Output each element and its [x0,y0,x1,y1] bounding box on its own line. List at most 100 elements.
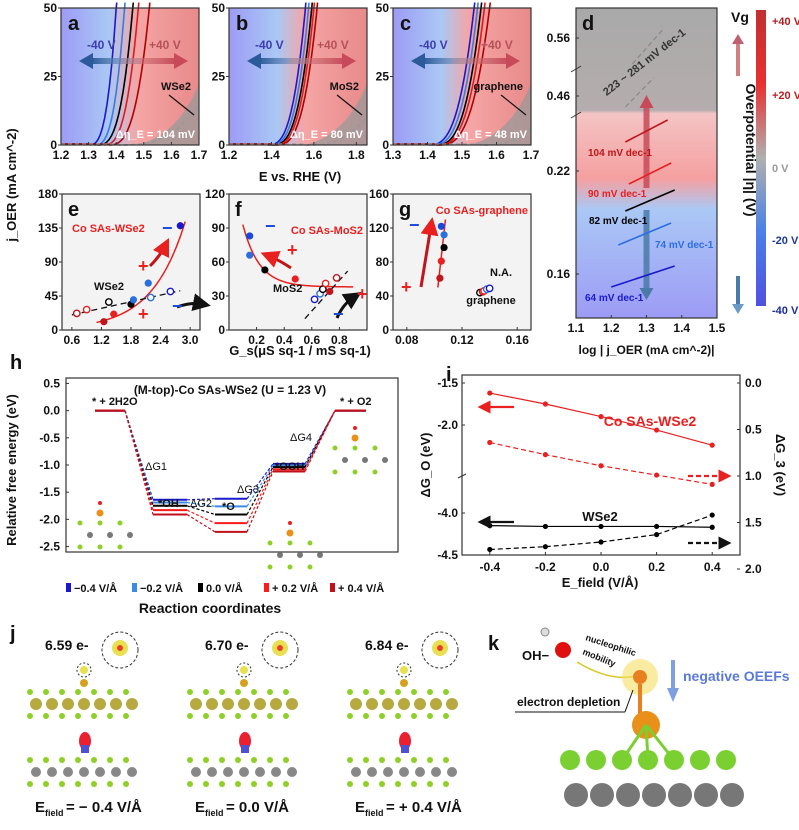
plus-sign: + [287,240,298,260]
y-tick-label: 0.46 [547,89,571,103]
y-tick-label: 25 [376,70,390,84]
x-tick-label: 0.6 [64,333,81,347]
data-point [654,472,660,478]
metal-atom [94,698,106,710]
chalcogen-atom [75,689,81,695]
y-tick-label: 50 [44,1,58,15]
data-point-sa [436,274,444,282]
data-point [709,524,715,530]
chalcogen-atom [347,781,353,787]
energy-connector [246,465,274,507]
y-tick-label: 80 [376,255,390,269]
depletion-leader [624,689,634,713]
data-point-sa [440,231,448,239]
adsorbate-atom [633,670,647,684]
chalcogen-atom [97,544,103,550]
x-tick-label: 1.4 [108,148,125,162]
x-tick-label: 0.16 [506,333,530,347]
label-material: MoS2 [330,81,359,93]
metal-atom [399,767,409,777]
chalcogen-atom [443,757,449,763]
y-tick-label: 0.0 [43,404,60,418]
colorbar-tick-label: +40 V [772,16,799,28]
molecule-structure-2 [332,426,388,475]
chalcogen-atom [395,757,401,763]
chalcogen-atom [372,469,378,475]
chalcogen-atom [203,781,209,787]
metal-atom [351,767,361,777]
panel-letter-i: i [446,364,452,386]
metal-atom [255,767,265,777]
molecule-structure-1 [267,521,323,570]
data-point-sa [440,243,448,252]
legend-label: −0.4 V/Å [74,582,117,595]
x-tick-label: 1.2 [93,333,110,347]
step-label: *OOH [275,461,304,473]
chalcogen-atom [219,757,225,763]
data-point [598,414,604,420]
x-tick-label: 1.1 [568,321,585,335]
metal-atom [31,767,41,777]
legend-swatch [264,583,269,592]
metal-atom [254,698,266,710]
delta-g-label: ΔG1 [145,461,167,473]
data-point [542,523,549,530]
colorbar-arrow-down-head [732,304,744,314]
chalcogen-atom [97,520,103,526]
tafel-line-2 [628,162,672,185]
label-pos-voltage: +40 V [481,38,513,52]
data-point-sa [261,266,269,274]
zoom-circle-small [236,662,252,678]
y-tick-label: 120 [369,221,389,235]
charge-diff-blue [241,745,249,753]
chalcogen-atom [586,750,606,770]
leader-line [500,94,527,116]
y-tick-label: 120 [205,187,225,201]
metal-atom [398,698,410,710]
chalcogen-atom [690,750,710,770]
arrow-negative [91,58,141,64]
data-point [709,481,715,487]
chalcogen-atom [411,757,417,763]
x-axis-label: log | j_OER (mA cm^-2)| [579,343,715,357]
metal-atom [342,457,348,463]
field-label-sub: field [205,808,224,818]
metal-atom [367,767,377,777]
arrow-positive [121,58,176,64]
metal-atom [222,698,234,710]
metal-atom [317,552,323,558]
chalcogen-atom [117,544,123,550]
energy-connector [186,513,216,533]
step-label: *OH [158,498,179,510]
x-tick-label: 0.8 [331,333,348,347]
trend-arrow-red [148,237,170,268]
chalcogen-atom [363,757,369,763]
chalcogen-atom [379,713,385,719]
panel-letter-g: g [399,199,411,221]
data-point [598,523,604,530]
data-point-sa [246,251,254,259]
chalcogen-atom [91,757,97,763]
chalcogen-atom [427,713,433,719]
chalcogen-atom [117,520,123,526]
panel-g: g 0.08 0.12 0.16 0 40 80 120 160 Co SAs-graphene g… [369,187,532,347]
metal-atom [239,767,249,777]
panel-i: i-1.5 -2.0 -4.0 -4.5 0.0 0.5 1.0 1.5 2.0 -0.4 -0.2… [418,364,788,590]
o-atom [555,642,571,658]
chalcogen-atom [347,713,353,719]
y-tick-label: 0.56 [547,31,571,45]
tafel-line-5 [610,265,675,288]
y-tick-label: 30 [212,289,226,303]
chalcogen-atom [27,689,33,695]
step-label: * + 2H2O [92,396,138,408]
step-label: *O [222,501,235,513]
y-tick-label: -0.5 [39,431,60,445]
legend-swatch [132,583,137,592]
chalcogen-atom [251,781,257,787]
chalcogen-atom [107,713,113,719]
y-tick-label: -1.5 [39,485,60,499]
metal-atom [431,767,441,777]
y-tick-label: 0 [218,323,225,337]
chalcogen-atom [372,445,378,451]
